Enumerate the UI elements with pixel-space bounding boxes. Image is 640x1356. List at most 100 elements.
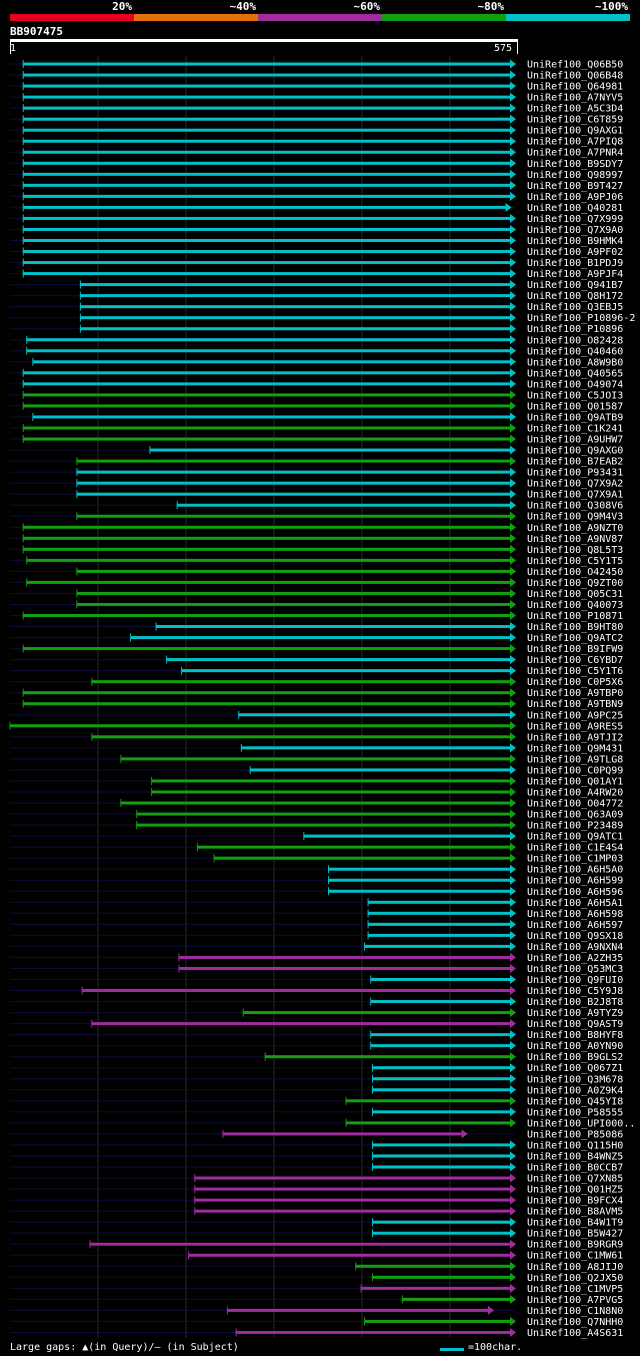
hit-name[interactable]: UniRef100_A5C3D4 — [527, 104, 623, 115]
hit-name[interactable]: UniRef100_B4WNZ5 — [527, 1151, 623, 1162]
hit-name[interactable]: UniRef100_Q7X9A0 — [527, 225, 623, 236]
hit-row[interactable]: UniRef100_A6H5A1 — [10, 897, 623, 909]
hit-row[interactable]: UniRef100_Q01587 — [10, 401, 623, 412]
hit-row[interactable]: UniRef100_Q64981 — [10, 81, 623, 93]
hit-row[interactable]: UniRef100_Q3EBJ5 — [10, 302, 623, 313]
hit-name[interactable]: UniRef100_C1K241 — [527, 423, 623, 434]
hit-name[interactable]: UniRef100_Q98997 — [527, 170, 623, 181]
hit-row[interactable]: UniRef100_Q8H172 — [10, 291, 623, 302]
hit-row[interactable]: UniRef100_Q63A09 — [10, 809, 623, 821]
hit-row[interactable]: UniRef100_Q2JX50 — [10, 1272, 623, 1284]
hit-row[interactable]: UniRef100_A0YN90 — [10, 1041, 623, 1052]
hit-row[interactable]: UniRef100_P85086 — [10, 1129, 623, 1140]
hit-name[interactable]: UniRef100_C0PQ99 — [527, 765, 623, 776]
hit-row[interactable]: UniRef100_B9FCX4 — [10, 1195, 623, 1207]
hit-name[interactable]: UniRef100_B9FCX4 — [527, 1196, 623, 1207]
hit-row[interactable]: UniRef100_Q7X9A1 — [10, 489, 623, 501]
hit-name[interactable]: UniRef100_C5Y1T5 — [527, 556, 623, 567]
hit-name[interactable]: UniRef100_UPI000.. — [527, 1118, 635, 1129]
hit-row[interactable]: UniRef100_B4WNZ5 — [10, 1151, 623, 1162]
hit-row[interactable]: UniRef100_Q9SX18 — [10, 930, 623, 942]
hit-name[interactable]: UniRef100_A7PIQ8 — [527, 137, 623, 148]
hit-name[interactable]: UniRef100_O04772 — [527, 799, 623, 810]
hit-row[interactable]: UniRef100_P58555 — [10, 1107, 623, 1118]
hit-name[interactable]: UniRef100_Q40281 — [527, 203, 623, 214]
hit-name[interactable]: UniRef100_Q9SX18 — [527, 931, 623, 942]
hit-name[interactable]: UniRef100_Q01HZ5 — [527, 1185, 623, 1196]
hit-row[interactable]: UniRef100_P10896 — [10, 324, 623, 335]
hit-row[interactable]: UniRef100_Q40460 — [10, 346, 623, 357]
hit-row[interactable]: UniRef100_C5Y9J8 — [10, 986, 623, 997]
hit-row[interactable]: UniRef100_A9TYZ9 — [10, 1008, 623, 1019]
hit-name[interactable]: UniRef100_A6H5A1 — [527, 898, 623, 909]
hit-name[interactable]: UniRef100_Q01587 — [527, 401, 623, 412]
hit-row[interactable]: UniRef100_Q308V6 — [10, 500, 623, 512]
hit-row[interactable]: UniRef100_B9T427 — [10, 180, 623, 192]
hit-row[interactable]: UniRef100_C1N8N0 — [10, 1305, 623, 1317]
hit-name[interactable]: UniRef100_O49074 — [527, 379, 623, 390]
hit-name[interactable]: UniRef100_A9NV87 — [527, 534, 623, 545]
hit-name[interactable]: UniRef100_B9GLS2 — [527, 1052, 623, 1063]
hit-row[interactable]: UniRef100_Q9M4V3 — [10, 512, 623, 523]
hit-name[interactable]: UniRef100_Q64981 — [527, 82, 623, 93]
hit-row[interactable]: UniRef100_Q53MC3 — [10, 963, 623, 975]
hit-row[interactable]: UniRef100_Q941B7 — [10, 280, 623, 291]
hit-row[interactable]: UniRef100_A0Z9K4 — [10, 1085, 623, 1096]
hit-row[interactable]: UniRef100_A9PJF4 — [10, 269, 623, 280]
hit-row[interactable]: UniRef100_A4RW20 — [10, 787, 623, 798]
hit-row[interactable]: UniRef100_Q9M431 — [10, 743, 623, 754]
hit-name[interactable]: UniRef100_Q8L5T3 — [527, 545, 623, 556]
hit-name[interactable]: UniRef100_Q7X9A2 — [527, 479, 623, 490]
hit-name[interactable]: UniRef100_Q40460 — [527, 346, 623, 357]
hit-row[interactable]: UniRef100_Q05C31 — [10, 588, 623, 600]
hit-row[interactable]: UniRef100_B5W427 — [10, 1228, 623, 1240]
hit-row[interactable]: UniRef100_Q98997 — [10, 169, 623, 181]
hit-name[interactable]: UniRef100_Q05C31 — [527, 589, 623, 600]
hit-row[interactable]: UniRef100_A9PF02 — [10, 247, 623, 258]
hit-name[interactable]: UniRef100_A9RES5 — [527, 721, 623, 732]
hit-name[interactable]: UniRef100_A2ZH35 — [527, 953, 623, 964]
hit-name[interactable]: UniRef100_A4S631 — [527, 1328, 623, 1339]
hit-row[interactable]: UniRef100_Q7X9A0 — [10, 224, 623, 236]
hit-name[interactable]: UniRef100_B9T427 — [527, 181, 623, 192]
hit-name[interactable]: UniRef100_Q53MC3 — [527, 964, 623, 975]
hit-name[interactable]: UniRef100_P10871 — [527, 611, 623, 622]
hit-row[interactable]: UniRef100_Q067Z1 — [10, 1063, 623, 1074]
hit-row[interactable]: UniRef100_Q40073 — [10, 599, 623, 611]
hit-name[interactable]: UniRef100_B9IFW9 — [527, 644, 623, 655]
hit-name[interactable]: UniRef100_B9RGR9 — [527, 1240, 623, 1251]
hit-row[interactable]: UniRef100_A5C3D4 — [10, 103, 623, 115]
hit-name[interactable]: UniRef100_Q2JX50 — [527, 1273, 623, 1284]
hit-name[interactable]: UniRef100_A9PF02 — [527, 247, 623, 258]
hit-name[interactable]: UniRef100_A6H597 — [527, 920, 623, 931]
hit-name[interactable]: UniRef100_Q9ATC1 — [527, 832, 623, 843]
hit-name[interactable]: UniRef100_A7NYV5 — [527, 93, 623, 104]
hit-row[interactable]: UniRef100_C1MP03 — [10, 853, 623, 865]
hit-row[interactable]: UniRef100_B9HMK4 — [10, 235, 623, 247]
hit-name[interactable]: UniRef100_A6H599 — [527, 876, 623, 887]
hit-name[interactable]: UniRef100_Q40565 — [527, 368, 623, 379]
hit-row[interactable]: UniRef100_A9PC25 — [10, 710, 623, 721]
hit-name[interactable]: UniRef100_C0P5X6 — [527, 677, 623, 688]
hit-name[interactable]: UniRef100_Q3EBJ5 — [527, 302, 623, 313]
hit-name[interactable]: UniRef100_A6H598 — [527, 909, 623, 920]
hit-name[interactable]: UniRef100_B2J8T8 — [527, 997, 623, 1008]
hit-row[interactable]: UniRef100_Q7X999 — [10, 213, 623, 225]
hit-row[interactable]: UniRef100_B8AVM5 — [10, 1206, 623, 1218]
hit-name[interactable]: UniRef100_A4RW20 — [527, 787, 623, 798]
hit-name[interactable]: UniRef100_Q308V6 — [527, 501, 623, 512]
hit-name[interactable]: UniRef100_C1N8N0 — [527, 1306, 623, 1317]
hit-row[interactable]: UniRef100_Q01HZ5 — [10, 1184, 623, 1196]
hit-row[interactable]: UniRef100_B1PDJ9 — [10, 258, 623, 269]
hit-row[interactable]: UniRef100_A6H599 — [10, 875, 623, 887]
hit-name[interactable]: UniRef100_Q45YI8 — [527, 1096, 623, 1107]
hit-name[interactable]: UniRef100_Q63A09 — [527, 810, 623, 821]
hit-row[interactable]: UniRef100_Q9ATB9 — [10, 412, 623, 423]
hit-name[interactable]: UniRef100_B7EAB2 — [527, 457, 623, 468]
hit-name[interactable]: UniRef100_Q3M678 — [527, 1074, 623, 1085]
hit-row[interactable]: UniRef100_UPI000.. — [10, 1118, 635, 1129]
hit-row[interactable]: UniRef100_B7EAB2 — [10, 456, 623, 468]
hit-name[interactable]: UniRef100_C1MP03 — [527, 854, 623, 865]
hit-name[interactable]: UniRef100_Q7XN85 — [527, 1174, 623, 1185]
hit-row[interactable]: UniRef100_O82428 — [10, 335, 623, 346]
